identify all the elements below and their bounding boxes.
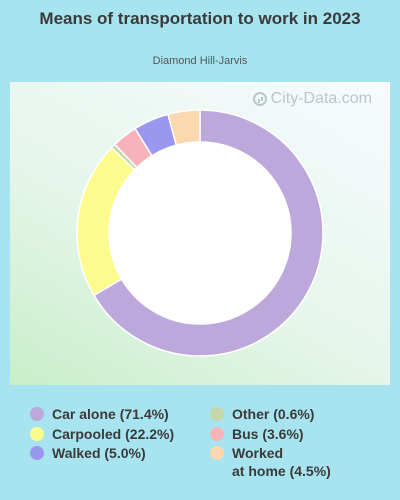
legend-item-walked: Walked (5.0%) [30,444,146,462]
legend-label-walked: Walked (5.0%) [52,445,146,461]
legend-item-car-alone: Car alone (71.4%) [30,405,169,423]
chart-title: Means of transportation to work in 2023 [39,9,361,28]
legend-swatch-car-alone [30,407,44,421]
legend-item-carpooled: Carpooled (22.2%) [30,425,174,443]
legend-label-car-alone: Car alone (71.4%) [52,406,169,422]
watermark: City-Data.com [252,90,372,108]
legend-swatch-worked-at-home [210,446,224,460]
legend-swatch-other [210,407,224,421]
legend-label-other: Other (0.6%) [232,406,315,422]
legend-swatch-carpooled [30,427,44,441]
watermark-text: City-Data.com [270,90,372,107]
legend-item-worked-at-home: Worked at home (4.5%) [210,444,331,480]
legend-swatch-bus [210,427,224,441]
chart-subtitle: Diamond Hill-Jarvis [152,55,248,67]
city-data-logo-icon [252,92,267,106]
legend-label-bus: Bus (3.6%) [232,426,304,442]
donut-chart [76,109,324,357]
donut-hole [109,142,291,324]
legend-item-bus: Bus (3.6%) [210,425,304,443]
legend-label-worked-at-home: Worked at home (4.5%) [232,445,331,479]
legend-item-other: Other (0.6%) [210,405,314,423]
legend-swatch-walked [30,446,44,460]
legend-label-carpooled: Carpooled (22.2%) [52,426,175,442]
